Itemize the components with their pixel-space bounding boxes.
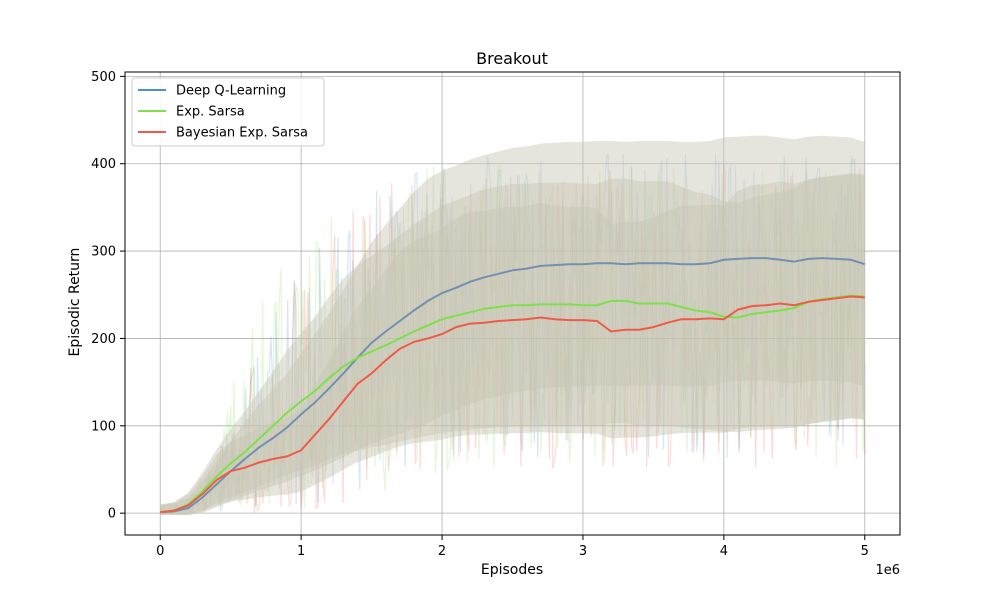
series-line <box>160 294 865 514</box>
mean-lines <box>160 257 866 514</box>
x-tick-label: 4 <box>720 544 728 559</box>
y-tick-label: 0 <box>108 507 116 522</box>
noise-traces <box>159 153 866 514</box>
legend-box <box>131 77 325 147</box>
legend: Deep Q-Learning Exp. Sarsa Bayesian Exp. S… <box>131 77 325 147</box>
std-bands <box>160 135 865 515</box>
std-band <box>160 135 865 515</box>
ticks: 0 1 2 3 4 5 0 100 200 300 400 500 <box>91 70 869 559</box>
plot-frame <box>124 71 901 536</box>
y-tick-label: 300 <box>91 245 116 260</box>
std-band <box>160 173 865 515</box>
chart-title: Breakout <box>476 49 548 68</box>
std-band <box>160 174 865 515</box>
noise-trace <box>159 163 866 514</box>
y-tick-label: 500 <box>91 70 116 85</box>
noise-trace <box>159 164 866 514</box>
y-tick-label: 400 <box>91 157 116 172</box>
x-axis-label: Episodes <box>481 562 543 578</box>
y-axis-label: Episodic Return <box>67 248 83 357</box>
legend-entry: Bayesian Exp. Sarsa <box>176 126 308 141</box>
legend-entry: Deep Q-Learning <box>176 84 286 99</box>
x-tick-label: 3 <box>579 544 587 559</box>
series-line <box>160 257 866 514</box>
x-tick-label: 5 <box>861 544 869 559</box>
x-tick-label: 2 <box>438 544 446 559</box>
noise-trace <box>159 153 866 514</box>
x-tick-label: 0 <box>156 544 164 559</box>
legend-entry: Exp. Sarsa <box>176 105 245 120</box>
series-line <box>160 295 865 514</box>
y-tick-label: 200 <box>91 332 116 347</box>
x-tick-label: 1 <box>297 544 305 559</box>
y-tick-label: 100 <box>91 419 116 434</box>
x-offset-label: 1e6 <box>875 563 900 578</box>
grid <box>125 72 900 535</box>
